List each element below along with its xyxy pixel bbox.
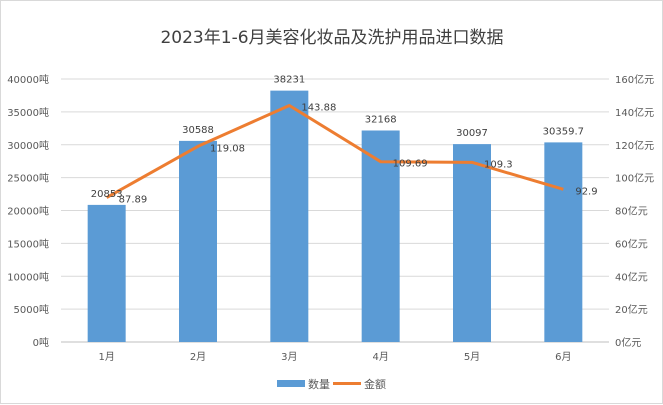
line-data-label: 143.88: [301, 102, 336, 113]
bar-data-label: 20853: [91, 189, 123, 200]
y-right-tick-label: 120亿元: [615, 139, 654, 152]
bar-data-label: 30588: [182, 125, 214, 136]
y-right-tick-label: 160亿元: [615, 73, 654, 86]
legend-label-amount: 金额: [364, 377, 386, 391]
y-left-tick-label: 40000吨: [7, 73, 49, 86]
line-data-label: 109.69: [393, 159, 428, 170]
bar-quantity: [87, 204, 126, 342]
legend-bar-swatch: [277, 380, 305, 387]
x-tick-label: 6月: [555, 351, 571, 363]
bar-data-label: 32168: [365, 114, 397, 125]
x-tick-label: 1月: [98, 351, 114, 363]
bar-quantity: [361, 130, 400, 342]
y-left-tick-label: 35000吨: [7, 106, 49, 119]
y-right-tick-label: 140亿元: [615, 106, 654, 119]
y-left-tick-label: 15000吨: [7, 237, 49, 250]
y-left-tick-label: 20000吨: [7, 205, 49, 218]
y-left-tick-label: 0吨: [33, 336, 49, 349]
line-data-label: 109.3: [484, 159, 513, 170]
legend: 数量 金额: [277, 377, 386, 391]
bar-quantity: [544, 142, 583, 342]
y-right-tick-label: 100亿元: [615, 172, 654, 185]
x-tick-label: 3月: [281, 351, 297, 363]
x-tick-label: 4月: [372, 351, 388, 363]
line-data-label: 119.08: [210, 143, 245, 154]
y-left-tick-label: 10000吨: [7, 270, 49, 283]
y-left-tick-label: 30000吨: [7, 139, 49, 152]
line-data-label: 87.89: [119, 195, 148, 206]
y-right-tick-label: 20亿元: [615, 303, 648, 316]
legend-label-quantity: 数量: [308, 378, 330, 391]
chart-title: 2023年1-6月美容化妆品及洗护用品进口数据: [160, 28, 503, 48]
x-tick-label: 2月: [190, 351, 206, 363]
y-right-tick-label: 40亿元: [615, 270, 648, 283]
y-right-tick-label: 0亿元: [615, 336, 641, 349]
y-right-tick-label: 80亿元: [615, 205, 648, 218]
y-left-tick-label: 25000吨: [7, 172, 49, 185]
bar-quantity: [270, 90, 309, 343]
line-data-label: 92.9: [575, 186, 597, 197]
y-right-tick-label: 60亿元: [615, 237, 648, 250]
bar-data-label: 38231: [273, 75, 305, 86]
bar-quantity: [179, 140, 217, 342]
bar-data-label: 30359.7: [543, 126, 584, 137]
y-left-tick-label: 5000吨: [14, 303, 49, 316]
bar-data-label: 30097: [456, 128, 488, 139]
x-tick-label: 5月: [464, 351, 480, 363]
line-amount: [105, 103, 564, 199]
bar-quantity: [453, 144, 491, 342]
